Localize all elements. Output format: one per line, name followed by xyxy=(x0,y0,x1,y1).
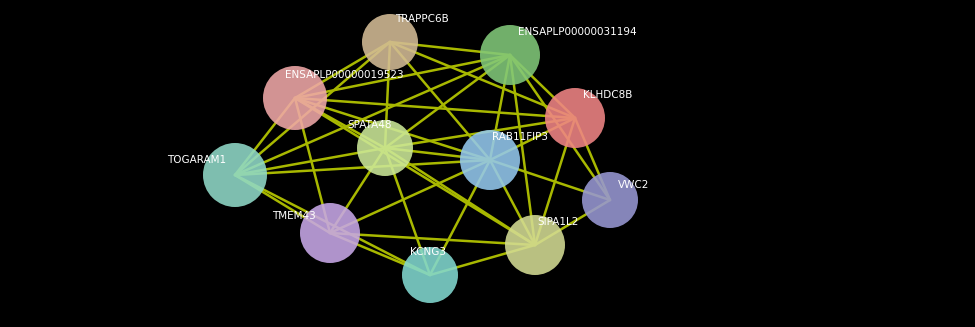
Text: RAB11FIP3: RAB11FIP3 xyxy=(492,132,548,142)
Text: TOGARAM1: TOGARAM1 xyxy=(167,155,226,165)
Circle shape xyxy=(362,14,418,70)
Text: TMEM43: TMEM43 xyxy=(272,211,316,221)
Circle shape xyxy=(480,25,540,85)
Circle shape xyxy=(545,88,605,148)
Circle shape xyxy=(300,203,360,263)
Circle shape xyxy=(263,66,327,130)
Circle shape xyxy=(203,143,267,207)
Text: ENSAPLP00000031194: ENSAPLP00000031194 xyxy=(518,27,637,37)
Circle shape xyxy=(582,172,638,228)
Circle shape xyxy=(402,247,458,303)
Text: SPATA48: SPATA48 xyxy=(347,120,392,130)
Circle shape xyxy=(505,215,565,275)
Circle shape xyxy=(460,130,520,190)
Text: KCNG3: KCNG3 xyxy=(410,247,446,257)
Text: VWC2: VWC2 xyxy=(618,180,649,190)
Text: KLHDC8B: KLHDC8B xyxy=(583,90,633,100)
Text: TRAPPC6B: TRAPPC6B xyxy=(395,14,448,24)
Text: ENSAPLP00000019523: ENSAPLP00000019523 xyxy=(285,70,404,80)
Text: SIPA1L2: SIPA1L2 xyxy=(537,217,578,227)
Circle shape xyxy=(357,120,413,176)
